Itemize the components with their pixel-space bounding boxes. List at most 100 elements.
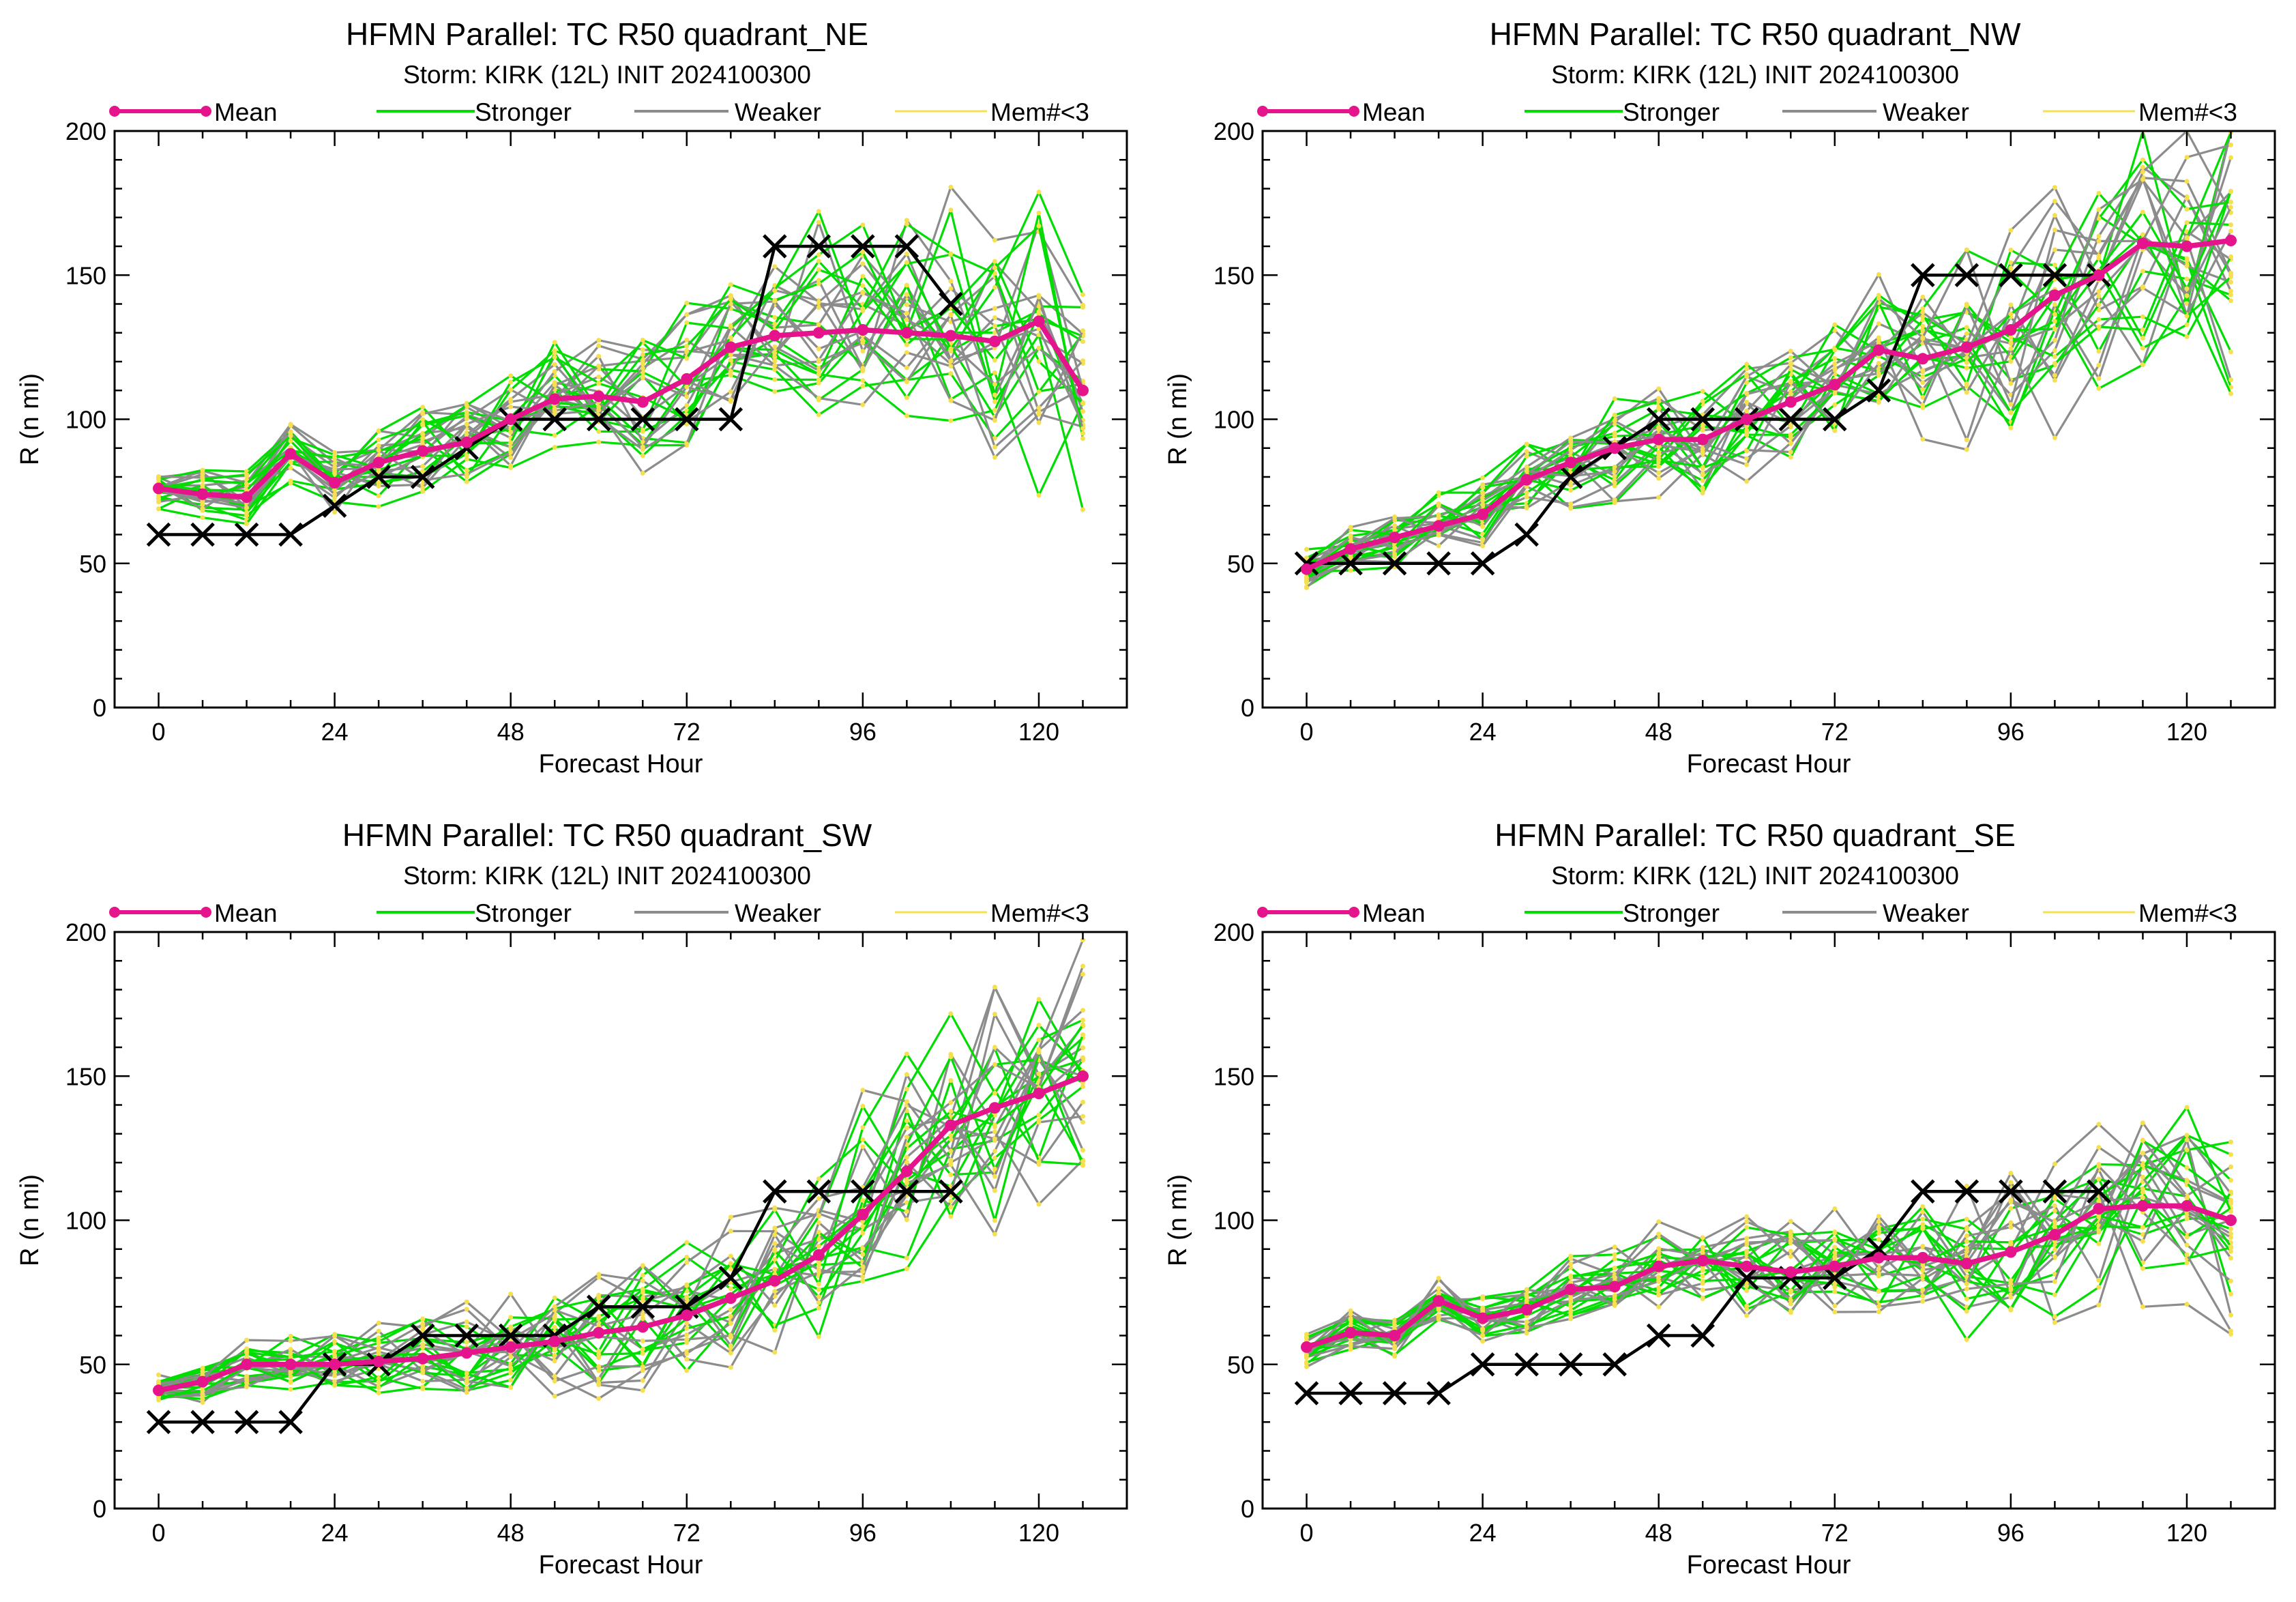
member-point — [684, 1240, 690, 1245]
member-point — [1744, 380, 1750, 385]
member-point — [860, 1125, 866, 1131]
member-point — [1744, 462, 1750, 467]
member-point — [1480, 490, 1486, 495]
member-point — [1524, 464, 1529, 469]
best-track-marker — [939, 291, 963, 317]
mean-point — [2136, 1199, 2149, 1212]
member-point — [1480, 475, 1486, 480]
member-point — [904, 292, 909, 297]
member-point — [1036, 210, 1042, 216]
member-point — [1612, 1293, 1617, 1298]
member-point — [684, 403, 690, 408]
member-point — [1744, 1219, 1750, 1225]
member-point — [2008, 335, 2014, 340]
member-point — [552, 433, 557, 438]
member-point — [1036, 1120, 1042, 1125]
member-point — [684, 394, 690, 399]
member-point — [640, 1278, 645, 1283]
member-point — [1612, 474, 1617, 479]
member-point — [1392, 1343, 1398, 1349]
member-point — [1036, 304, 1042, 309]
member-point — [1080, 937, 1085, 943]
member-point — [772, 1302, 778, 1308]
member-point — [904, 1051, 909, 1057]
member-point — [640, 347, 645, 353]
member-point — [2228, 280, 2233, 285]
x-tick-label: 24 — [321, 1519, 349, 1547]
member-point — [1568, 448, 1574, 453]
member-point — [860, 366, 866, 370]
member-point — [508, 1378, 514, 1383]
best-track-marker — [454, 1323, 479, 1348]
stronger-member-line — [1306, 239, 2233, 573]
member-point — [1744, 1240, 1750, 1245]
member-point — [2096, 238, 2102, 244]
member-point — [508, 1315, 514, 1320]
member-point — [684, 384, 690, 390]
member-point — [420, 469, 426, 474]
stronger-member-line — [158, 224, 1085, 492]
member-point — [948, 1133, 954, 1138]
mean-line — [158, 1073, 1084, 1393]
member-point — [552, 340, 557, 345]
member-point — [1568, 482, 1574, 488]
member-point — [904, 1086, 909, 1092]
member-point — [2008, 1294, 2014, 1300]
best-track-marker — [894, 234, 919, 259]
member-point — [1744, 362, 1750, 367]
member-point — [992, 1166, 997, 1171]
member-point — [1524, 449, 1529, 454]
chart-panel-4: HFMN Parallel: TC R50 quadrant_SE Storm: … — [1164, 817, 2276, 1579]
member-point — [640, 471, 645, 476]
member-point — [200, 506, 205, 512]
mean-point — [417, 1352, 429, 1365]
member-point — [2228, 1245, 2233, 1251]
member-point — [1080, 1055, 1085, 1060]
best-track-marker — [2042, 263, 2067, 288]
member-point — [816, 396, 821, 400]
member-point — [244, 1384, 250, 1390]
member-point — [1480, 1339, 1486, 1344]
member-point — [992, 315, 997, 320]
stronger-member-line — [158, 1019, 1084, 1393]
member-point — [1304, 585, 1309, 590]
member-point — [1788, 1219, 1793, 1224]
mean-point — [1301, 1341, 1312, 1353]
member-point — [816, 281, 821, 287]
member-point — [596, 439, 602, 445]
mean-line — [1306, 1203, 2232, 1350]
member-point — [1744, 366, 1750, 372]
member-point — [1348, 525, 1353, 530]
member-point — [244, 1337, 250, 1343]
legend-mean-marker — [201, 106, 211, 117]
member-point — [2052, 227, 2057, 233]
mean-point — [2181, 1199, 2193, 1212]
member-point — [1700, 1268, 1705, 1273]
member-point — [420, 422, 426, 428]
member-point — [332, 1382, 338, 1388]
member-point — [1700, 446, 1705, 452]
member-point — [816, 1220, 821, 1225]
member-point — [2008, 1307, 2014, 1311]
member-point — [2228, 1235, 2233, 1240]
y-tick-label: 50 — [79, 550, 106, 578]
mean-point — [1829, 1260, 1841, 1272]
member-point — [992, 306, 997, 311]
member-point — [1876, 321, 1881, 326]
member-point — [1304, 1364, 1309, 1369]
member-point — [464, 1371, 469, 1376]
member-point — [1080, 1045, 1085, 1051]
member-point — [1656, 450, 1662, 455]
member-point — [1876, 1227, 1881, 1232]
member-point — [332, 492, 338, 497]
member-point — [860, 1246, 866, 1251]
member-point — [1480, 498, 1486, 504]
legend: Mean Stronger Weaker Mem#<3 — [1257, 98, 2237, 126]
member-point — [464, 422, 469, 427]
member-point — [2140, 336, 2145, 340]
mean-point — [1696, 1255, 1709, 1267]
member-point — [376, 1347, 381, 1352]
member-point — [1348, 1323, 1353, 1328]
mean-point — [1917, 1251, 1929, 1264]
member-point — [640, 1311, 645, 1317]
